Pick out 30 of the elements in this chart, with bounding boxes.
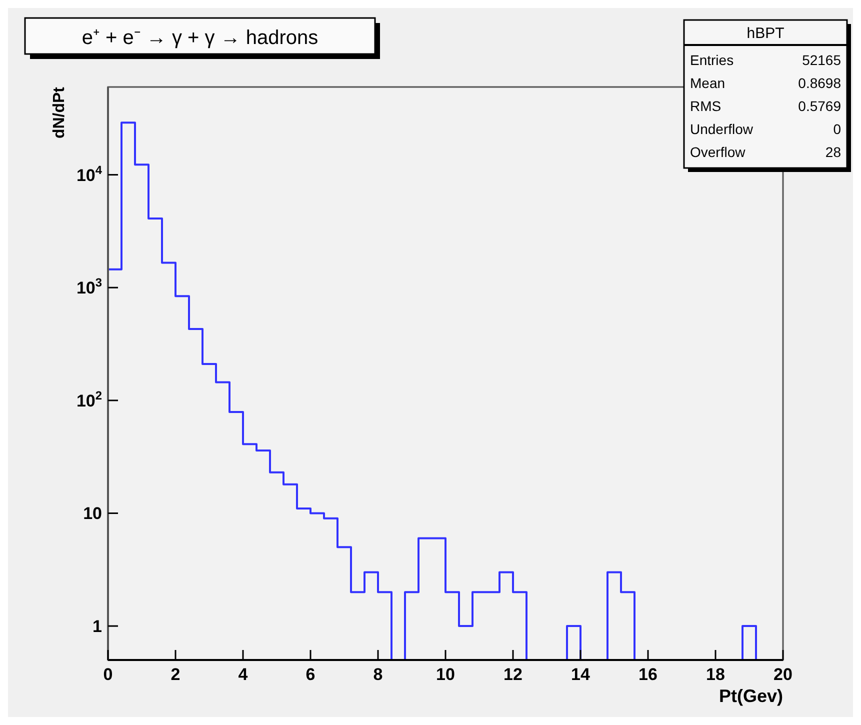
text: 28 — [825, 144, 842, 160]
chart-title: e⁺ + e⁻ → γ + γ → hadrons — [82, 27, 318, 49]
text: 0.8698 — [798, 75, 842, 91]
x-tick-label: 10 — [436, 665, 455, 684]
annotation: Underflow — [690, 121, 754, 137]
text: 0 — [833, 121, 842, 137]
x-tick-label: 20 — [774, 665, 792, 684]
y-tick-label: 10$^{4}$ — [76, 162, 102, 185]
y-tick-label: 10$^{3}$ — [76, 276, 102, 298]
annotation: Mean — [690, 75, 726, 91]
y-tick-label: 10$^{2}$ — [76, 388, 102, 410]
y-tick-label: 10 — [83, 504, 102, 524]
x-tick-label: 16 — [638, 665, 658, 684]
text: 0.5769 — [798, 98, 842, 114]
text: hBPT — [746, 25, 784, 42]
x-axis-title: Pt(Gev) — [718, 686, 783, 706]
x-tick-label: 8 — [373, 665, 383, 684]
text: 52165 — [802, 52, 842, 68]
annotation: Overflow — [690, 144, 746, 160]
text: Entries — [690, 52, 734, 68]
y-tick-label: 1 — [92, 617, 102, 636]
x-tick-label: 12 — [504, 665, 522, 684]
x-tick-label: 4 — [238, 665, 248, 684]
x-tick-label: 0 — [103, 665, 113, 684]
x-tick-label: 2 — [170, 665, 180, 684]
y-axis-title: dN/dPt — [51, 86, 68, 139]
x-tick-label: 14 — [571, 665, 590, 684]
x-tick-label: 6 — [306, 665, 316, 684]
x-tick-label: 18 — [706, 665, 725, 684]
annotation: RMS — [690, 98, 722, 114]
